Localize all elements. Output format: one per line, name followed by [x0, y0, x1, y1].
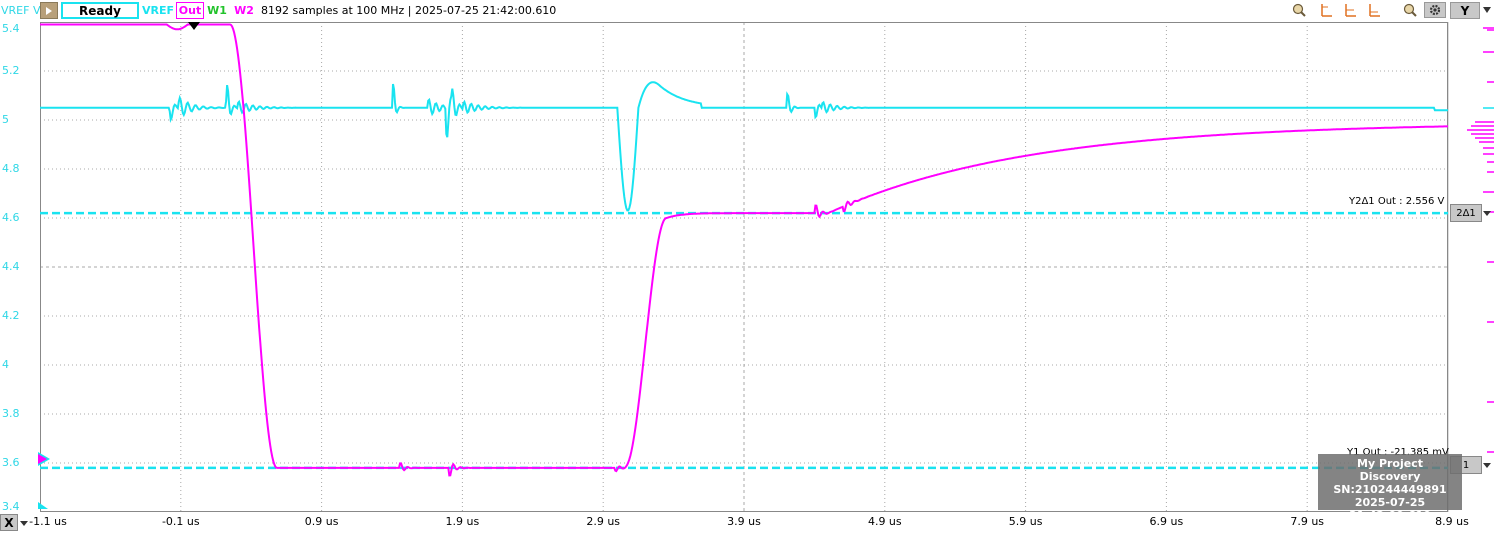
cursor-add-icon[interactable] [1318, 2, 1334, 18]
channel-out-button[interactable]: Out [176, 2, 204, 19]
cursor-horizontal-icon[interactable] [1366, 2, 1382, 18]
x-axis-button[interactable]: X [0, 514, 18, 531]
channel-vref-button[interactable]: VREF [142, 4, 175, 17]
y-tick-label: 4.2 [2, 309, 20, 322]
y-tick-label: 5 [2, 113, 9, 126]
right-scale-strip [1448, 22, 1494, 512]
run-icon[interactable] [40, 2, 58, 19]
watermark-project: My Project [1357, 457, 1423, 470]
cursor-y2-label: Y2Δ1 Out : 2.556 V [1349, 196, 1445, 207]
plot-border [40, 22, 1448, 512]
watermark-timestamp: 2025-07-25 21:42:00.610 [1349, 496, 1431, 522]
x-tick-label: 7.9 us [1290, 515, 1325, 528]
y-tick-label: 4.4 [2, 260, 20, 273]
cursor-y2-marker[interactable]: 2Δ1 [1450, 204, 1482, 222]
x-tick-label: 8.9 us [1435, 515, 1469, 528]
vref-trace [40, 81, 1448, 212]
channel-w2-button[interactable]: W2 [234, 4, 254, 17]
cursor-y2-dropdown-icon[interactable] [1482, 204, 1492, 222]
y-tick-label: 4.8 [2, 162, 20, 175]
y-tick-label: 3.6 [2, 456, 20, 469]
watermark-device: Discovery [1359, 470, 1421, 483]
y-tick-label: 4 [2, 358, 9, 371]
device-watermark: My Project Discovery SN:210244449891 202… [1318, 454, 1462, 522]
x-tick-label: 3.9 us [727, 515, 761, 528]
x-tick-label: 6.9 us [1149, 515, 1184, 528]
status-indicator: Ready [61, 2, 139, 19]
x-tick-label: -1.1 us [29, 515, 67, 528]
x-tick-label: -0.1 us [161, 515, 200, 528]
y-tick-label: 5.2 [2, 64, 20, 77]
y-tick-label: 3.4 [2, 500, 20, 513]
x-tick-label: 4.9 us [867, 515, 902, 528]
trigger-marker-icon [188, 22, 200, 30]
y-tick-label: 5.4 [2, 22, 20, 35]
x-tick-label: 0.9 us [304, 515, 339, 528]
watermark-serial: SN:210244449891 [1333, 483, 1447, 496]
y-tick-label: 3.8 [2, 407, 20, 420]
channel-baseline-marker-icon [38, 502, 48, 509]
out-trace [40, 23, 1448, 477]
magnify-icon[interactable] [1402, 2, 1418, 18]
plot-area[interactable] [40, 22, 1448, 512]
x-tick-label: 2.9 us [586, 515, 621, 528]
x-axis-dropdown-icon[interactable] [19, 514, 29, 531]
y-tick-label: 4.6 [2, 211, 20, 224]
cursor-y1-dropdown-icon[interactable] [1482, 456, 1492, 474]
zoom-icon[interactable] [1291, 2, 1307, 18]
cursor-y1-label: Y1 Out : -21.385 mV [1347, 447, 1449, 458]
channel-offset-marker-icon[interactable] [38, 450, 52, 470]
toolbar: VREF V Ready VREF Out W1 W2 8192 samples… [0, 0, 1494, 21]
channel-w1-button[interactable]: W1 [207, 4, 227, 17]
x-tick-label: 5.9 us [1008, 515, 1043, 528]
x-tick-label: 1.9 us [445, 515, 480, 528]
y-axis-button[interactable]: Y [1450, 2, 1480, 19]
cursor-vertical-icon[interactable] [1342, 2, 1358, 18]
axis-unit-label: VREF V [1, 4, 41, 17]
acquisition-info: 8192 samples at 100 MHz | 2025-07-25 21:… [261, 4, 557, 17]
toolbar-dropdown-icon[interactable] [1482, 2, 1492, 18]
settings-gear-icon[interactable] [1424, 2, 1446, 18]
